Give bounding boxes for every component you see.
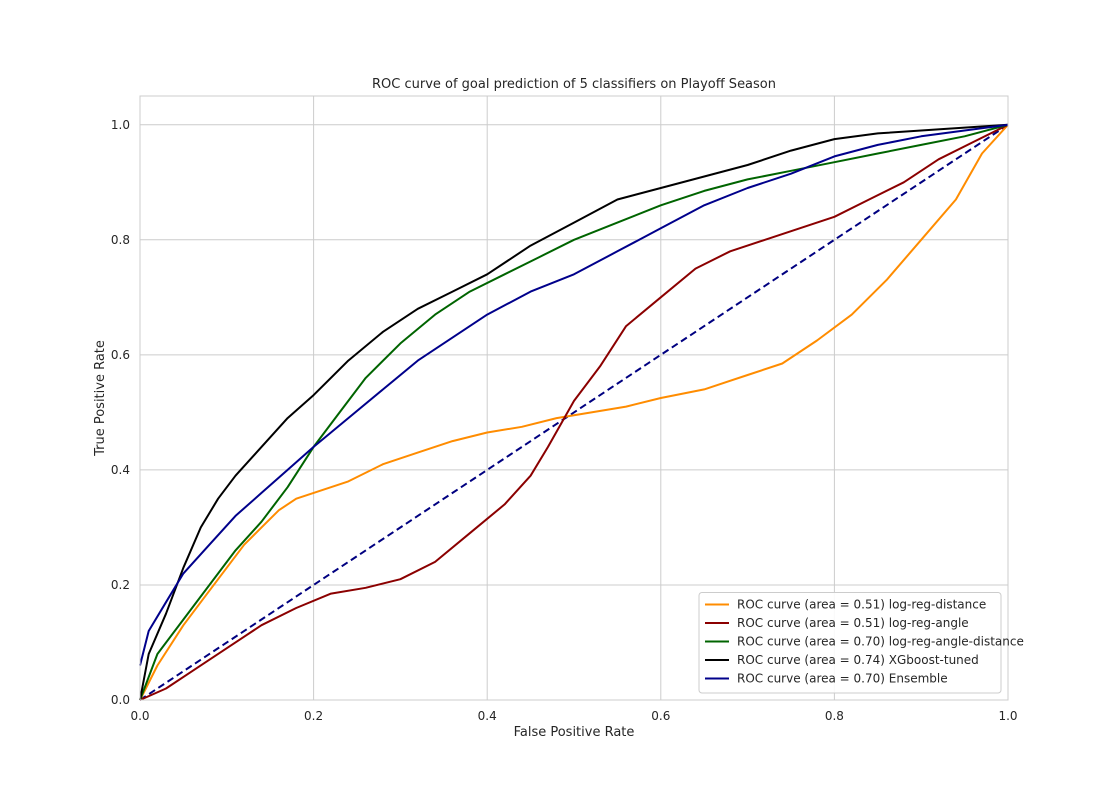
series-line-2 bbox=[139, 123, 1009, 701]
series-line-5 bbox=[139, 123, 1009, 666]
x-tick-label: 0.6 bbox=[651, 709, 670, 723]
legend-box bbox=[698, 592, 1002, 694]
x-tick-label: 0.0 bbox=[130, 709, 149, 723]
tick-labels: 0.0 0.2 0.4 0.6 0.8 1.0 0.0 0.2 0.4 0.6 0.8 1.0 bbox=[111, 118, 1018, 723]
x-tick-label: 0.4 bbox=[478, 709, 497, 723]
y-tick-label: 0.8 bbox=[111, 233, 130, 247]
y-tick-label: 0.0 bbox=[111, 693, 130, 707]
legend: ROC curve (area = 0.51) log-reg-distance… bbox=[698, 592, 1024, 694]
y-tick-label: 1.0 bbox=[111, 118, 130, 132]
legend-label: ROC curve (area = 0.51) log-reg-angle bbox=[737, 616, 969, 630]
reference-layer bbox=[139, 123, 1009, 701]
legend-label: ROC curve (area = 0.70) Ensemble bbox=[737, 672, 948, 686]
x-tick-label: 0.8 bbox=[825, 709, 844, 723]
series-layer bbox=[139, 123, 1009, 701]
chart-title: ROC curve of goal prediction of 5 classi… bbox=[372, 77, 776, 92]
series-line-1 bbox=[139, 124, 1009, 701]
y-tick-label: 0.2 bbox=[111, 578, 130, 592]
y-tick-label: 0.4 bbox=[111, 463, 130, 477]
legend-label: ROC curve (area = 0.74) XGboost-tuned bbox=[737, 653, 979, 667]
plot-frame bbox=[139, 95, 1009, 701]
legend-label: ROC curve (area = 0.70) log-reg-angle-di… bbox=[737, 635, 1024, 649]
x-tick-label: 1.0 bbox=[998, 709, 1017, 723]
x-axis-label: False Positive Rate bbox=[514, 725, 635, 740]
series-line-4 bbox=[139, 123, 1009, 701]
y-tick-label: 0.6 bbox=[111, 348, 130, 362]
x-tick-label: 0.2 bbox=[304, 709, 323, 723]
legend-label: ROC curve (area = 0.51) log-reg-distance bbox=[737, 598, 986, 612]
chance-reference-line bbox=[139, 123, 1009, 701]
y-axis-label: True Positive Rate bbox=[93, 340, 108, 457]
series-line-3 bbox=[139, 123, 1009, 701]
